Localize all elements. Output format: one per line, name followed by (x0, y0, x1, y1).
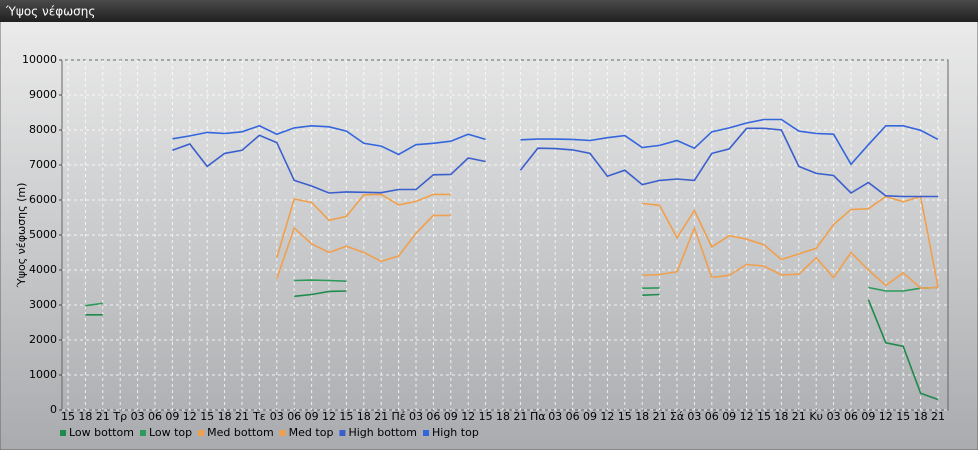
x-tick-label: 06 (566, 410, 580, 423)
series-line (85, 290, 939, 401)
x-tick-label: 06 (426, 410, 440, 423)
x-tick-label: 15 (61, 410, 75, 423)
x-tick-label: 03 (548, 410, 562, 423)
x-tick-label: 12 (879, 410, 893, 423)
x-tick-label: Πέ (391, 410, 405, 423)
y-tick-label: 6000 (29, 193, 57, 206)
series-line (172, 127, 938, 198)
x-tick-label: 21 (374, 410, 388, 423)
legend-swatch (139, 430, 146, 436)
x-tick-label: 06 (705, 410, 719, 423)
x-tick-label: 09 (583, 410, 597, 423)
window-title: Ύψος νέφωσης (5, 5, 95, 19)
x-tick-label: 03 (131, 410, 145, 423)
x-tick-label: 09 (165, 410, 179, 423)
y-tick-label: 10000 (22, 53, 57, 66)
series-line (172, 118, 939, 166)
x-tick-label: 09 (444, 410, 458, 423)
x-tick-label: 09 (861, 410, 875, 423)
x-tick-label: 18 (635, 410, 649, 423)
x-tick-label: 12 (183, 410, 197, 423)
series-line (276, 214, 939, 290)
x-tick-label: 03 (409, 410, 423, 423)
x-tick-label: 12 (600, 410, 614, 423)
series-line (85, 279, 939, 307)
x-tick-label: 18 (78, 410, 92, 423)
x-tick-label: 06 (148, 410, 162, 423)
x-tick-label: 15 (200, 410, 214, 423)
legend-swatch (423, 430, 429, 436)
x-tick-label: 15 (339, 410, 353, 423)
x-tick-label: 09 (305, 410, 319, 423)
y-tick-label: 3000 (29, 298, 57, 311)
x-tick-label: 15 (896, 410, 910, 423)
y-tick-label: 2000 (29, 333, 57, 346)
y-axis-label: Ύψος νέφωσης (m) (15, 183, 28, 289)
x-tick-label: 15 (618, 410, 632, 423)
x-tick-label: Πα (530, 410, 546, 423)
x-tick-label: Κυ (809, 410, 823, 423)
x-tick-label: 18 (357, 410, 371, 423)
x-tick-label: 06 (844, 410, 858, 423)
x-tick-label: 15 (757, 410, 771, 423)
x-tick-label: 18 (914, 410, 928, 423)
x-tick-label: 21 (513, 410, 527, 423)
legend-label: High bottom (348, 426, 417, 439)
x-tick-label: 21 (653, 410, 667, 423)
x-tick-label: 15 (479, 410, 493, 423)
legend-swatch (60, 430, 66, 436)
x-tick-label: 06 (287, 410, 301, 423)
x-tick-label: 21 (235, 410, 249, 423)
legend-swatch (339, 430, 346, 436)
y-tick-label: 1000 (29, 368, 57, 381)
legend-label: Med bottom (207, 426, 274, 439)
x-tick-label: 03 (687, 410, 701, 423)
x-tick-label: 12 (322, 410, 336, 423)
legend-label: High top (432, 426, 479, 439)
y-tick-label: 9000 (29, 88, 57, 101)
legend-swatch (279, 430, 286, 436)
y-tick-label: 8000 (29, 123, 57, 136)
legend-label: Low top (149, 426, 192, 439)
title-bar (0, 0, 978, 22)
x-tick-label: 03 (827, 410, 841, 423)
legend-label: Low bottom (69, 426, 134, 439)
x-tick-label: 03 (270, 410, 284, 423)
series-line (276, 193, 939, 287)
x-tick-label: 21 (931, 410, 945, 423)
x-tick-label: 12 (461, 410, 475, 423)
x-tick-label: 09 (722, 410, 736, 423)
x-tick-label: 21 (792, 410, 806, 423)
x-tick-label: 18 (218, 410, 232, 423)
y-tick-label: 7000 (29, 158, 57, 171)
x-tick-label: Σά (670, 410, 684, 423)
x-tick-label: Τρ (112, 410, 127, 423)
x-tick-label: 21 (96, 410, 110, 423)
y-tick-label: 0 (50, 403, 57, 416)
legend-label: Med top (289, 426, 334, 439)
x-tick-label: 18 (774, 410, 788, 423)
x-tick-label: Τε (252, 410, 266, 423)
legend-swatch (198, 430, 205, 436)
x-tick-label: 18 (496, 410, 510, 423)
x-tick-label: 12 (740, 410, 754, 423)
y-tick-label: 5000 (29, 228, 57, 241)
y-tick-label: 4000 (29, 263, 57, 276)
